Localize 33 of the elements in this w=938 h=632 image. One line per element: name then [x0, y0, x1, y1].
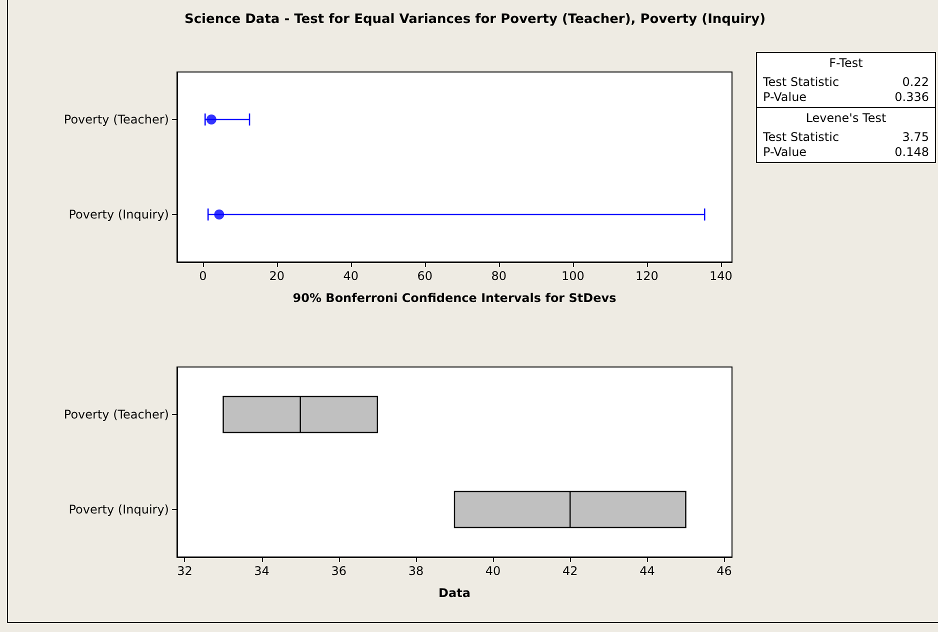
x-tick-label: 44 — [640, 564, 655, 578]
x-tick-label: 46 — [716, 564, 732, 578]
x-tick-label: 40 — [343, 269, 359, 283]
x-tick-label: 42 — [562, 564, 578, 578]
text: 0.148 — [894, 145, 929, 160]
text: 0.22 — [902, 75, 929, 90]
x-tick-label: 20 — [269, 269, 285, 283]
x-tick-label: 80 — [491, 269, 507, 283]
y-tick-label: Poverty (Inquiry) — [68, 502, 169, 516]
x-tick-label: 60 — [417, 269, 433, 283]
text: P-Value — [763, 145, 807, 160]
text: 0.336 — [894, 90, 929, 105]
text: Test Statistic — [763, 130, 840, 145]
x-tick-label: 0 — [199, 269, 207, 283]
text: 3.75 — [902, 130, 929, 145]
x-tick-label: 34 — [254, 564, 270, 578]
chart-title: Science Data - Test for Equal Variances for Poverty (Teacher), Poverty (Inquiry) — [184, 12, 766, 27]
text: Levene's Test — [804, 111, 888, 125]
x-tick-label: 140 — [709, 269, 732, 283]
x-axis-title: Data — [438, 586, 470, 600]
x-tick-label: 100 — [561, 269, 584, 283]
text: Test Statistic — [763, 75, 840, 90]
y-tick-label: Poverty (Teacher) — [64, 408, 169, 422]
y-tick-label: Poverty (Teacher) — [64, 112, 169, 126]
x-tick-label: 36 — [331, 564, 347, 578]
x-tick-label: 120 — [635, 269, 658, 283]
x-tick-label: 38 — [408, 564, 424, 578]
text: F-Test — [828, 56, 864, 70]
text: P-Value — [763, 90, 807, 105]
y-tick-label: Poverty (Inquiry) — [68, 208, 169, 222]
x-tick-label: 32 — [177, 564, 192, 578]
x-tick-label: 40 — [485, 564, 501, 578]
x-axis-title: 90% Bonferroni Confidence Intervals for StDevs — [292, 291, 616, 305]
